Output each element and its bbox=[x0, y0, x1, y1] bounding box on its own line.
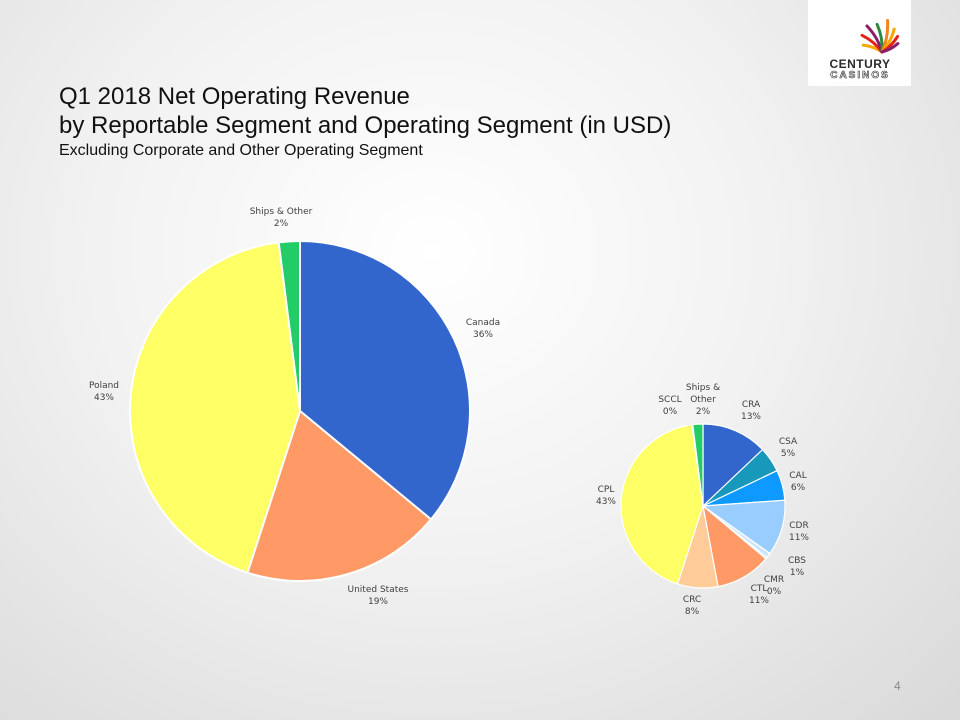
logo-burst-ray bbox=[880, 42, 900, 54]
pie-slice-canada bbox=[299, 239, 471, 521]
logo-burst-icon: CENTURY CASINOS bbox=[829, 18, 900, 81]
pie-label-canada: Canada 36% bbox=[466, 318, 500, 340]
pie-label-csa: CSA 5% bbox=[779, 437, 798, 459]
pie-labels-reportable-segment: Canada 36% United States 19% Poland 43% Ships … bbox=[89, 207, 500, 607]
pie-slice-ships-other bbox=[277, 239, 301, 412]
pie-slice-poland bbox=[128, 241, 302, 574]
slide-title-line-1: Q1 2018 Net Operating Revenue bbox=[59, 83, 410, 110]
pie-label-poland: Poland 43% bbox=[89, 381, 119, 403]
logo-text-secondary: CASINOS bbox=[830, 70, 890, 81]
pie-label-cdr: CDR 11% bbox=[789, 521, 809, 543]
pie-chart-reportable-segment bbox=[128, 239, 471, 582]
pie-label-cpl: CPL 43% bbox=[596, 485, 616, 507]
pie-label-united-states: United States 19% bbox=[348, 585, 409, 607]
pie-label-ships-other: Ships & Other 2% bbox=[686, 383, 720, 417]
pie-chart-operating-segment bbox=[620, 423, 786, 589]
slide-title-block: Q1 2018 Net Operating Revenue by Reporta… bbox=[59, 82, 671, 161]
pie-label-crc: CRC 8% bbox=[683, 595, 701, 617]
pie-label-cbs: CBS 1% bbox=[788, 556, 806, 578]
pie-label-cra: CRA 13% bbox=[741, 400, 761, 422]
pie-slice-cra bbox=[702, 423, 764, 508]
pie-label-cal: CAL 6% bbox=[789, 471, 806, 493]
century-casinos-logo: CENTURY CASINOS bbox=[808, 0, 911, 86]
pie-slice-united-states bbox=[246, 409, 433, 582]
pie-label-ctl: CTL 11% bbox=[749, 584, 769, 606]
page-number: 4 bbox=[894, 679, 901, 693]
pie-slice-cpl bbox=[620, 424, 704, 585]
pie-label-ships-other: Ships & Other 2% bbox=[250, 207, 313, 229]
slide-title-line-2: by Reportable Segment and Operating Segm… bbox=[59, 112, 672, 139]
logo-text-primary: CENTURY bbox=[829, 57, 890, 71]
pie-label-cmr: CMR 0% bbox=[764, 575, 784, 597]
pie-label-sccl: SCCL 0% bbox=[658, 395, 681, 417]
pie-slice-ships-other bbox=[692, 423, 704, 507]
slide-subtitle: Excluding Corporate and Other Operating … bbox=[59, 142, 423, 159]
pie-labels-operating-segment: CRA 13% CSA 5% CAL 6% CDR 11% CBS 1%CMR 0%CTL 11% CR… bbox=[596, 383, 809, 617]
